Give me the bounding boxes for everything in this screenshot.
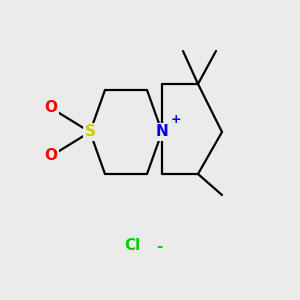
Text: O: O	[44, 100, 58, 116]
Text: S: S	[85, 124, 95, 140]
Text: -: -	[156, 238, 162, 253]
Text: O: O	[44, 148, 58, 164]
Text: N: N	[156, 124, 168, 140]
Text: +: +	[170, 113, 181, 127]
Text: Cl: Cl	[124, 238, 140, 253]
